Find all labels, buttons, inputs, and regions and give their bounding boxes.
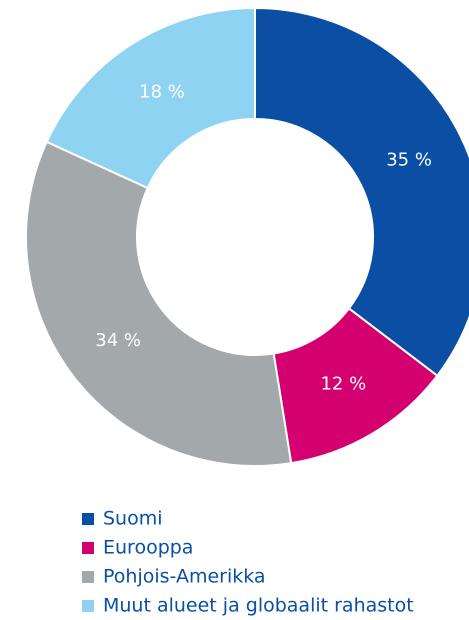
slice-label: 34 % [95,330,141,351]
legend-label: Eurooppa [103,537,193,559]
legend-label: Pohjois-Amerikka [103,566,266,588]
legend-swatch [82,600,94,612]
legend-swatch [82,542,94,554]
slice-label: 12 % [320,374,366,395]
legend-label: Muut alueet ja globaalit rahastot [103,595,414,617]
donut-slice [254,6,469,378]
donut-slice [25,140,293,467]
donut-slice [45,6,256,190]
legend-swatch [82,571,94,583]
slice-label: 35 % [386,150,432,171]
legend-label: Suomi [103,508,163,530]
slice-label: 18 % [139,81,185,102]
legend-swatch [82,513,94,525]
